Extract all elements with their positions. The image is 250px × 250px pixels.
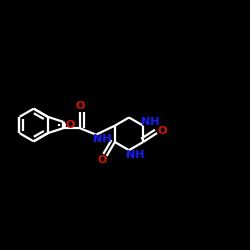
Text: O: O <box>75 102 85 112</box>
Text: NH: NH <box>141 117 159 127</box>
Text: O: O <box>66 120 75 130</box>
Text: NH: NH <box>93 134 111 144</box>
Text: O: O <box>98 155 107 165</box>
Text: O: O <box>158 126 167 136</box>
Text: NH: NH <box>126 150 145 160</box>
